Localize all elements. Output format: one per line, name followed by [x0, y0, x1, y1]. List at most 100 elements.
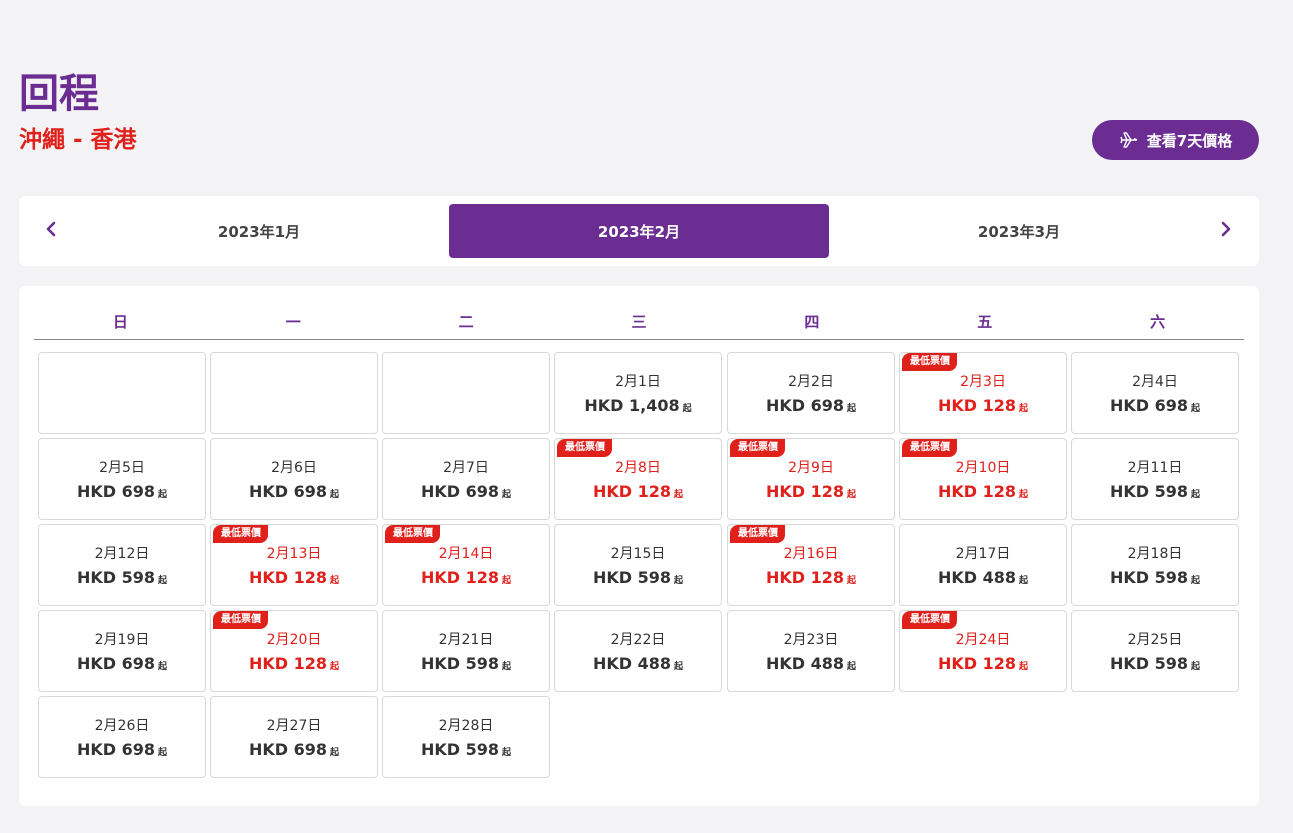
calendar-day-cell[interactable]: 2月27日 HKD 698 起 — [210, 696, 378, 778]
price-from-label: 起 — [847, 576, 857, 586]
calendar-day-cell[interactable]: 最低票價 2月3日 HKD 128 起 — [899, 352, 1067, 434]
day-price: HKD 598 — [420, 654, 500, 673]
calendar-day-cell[interactable]: 2月2日 HKD 698 起 — [727, 352, 895, 434]
calendar-day-cell[interactable]: 最低票價 2月9日 HKD 128 起 — [727, 438, 895, 520]
price-from-label: 起 — [158, 576, 168, 586]
page-title: 回程 — [19, 71, 99, 117]
day-price: HKD 1,408 — [584, 396, 680, 415]
calendar-day-cell[interactable]: 最低票價 2月16日 HKD 128 起 — [727, 524, 895, 606]
day-price-row: HKD 698 起 — [39, 653, 205, 678]
day-date: 2月24日 — [955, 632, 1011, 648]
lowest-fare-badge: 最低票價 — [902, 611, 957, 629]
weekday-tue: 二 — [458, 313, 474, 331]
day-price-row: HKD 128 起 — [728, 567, 894, 592]
day-date: 2月3日 — [960, 374, 1006, 390]
day-price-row: HKD 698 起 — [211, 481, 377, 506]
price-from-label: 起 — [847, 662, 857, 672]
calendar-day-cell[interactable]: 最低票價 2月10日 HKD 128 起 — [899, 438, 1067, 520]
prev-month-button[interactable] — [39, 219, 63, 243]
day-price-row: HKD 698 起 — [728, 395, 894, 420]
calendar-day-cell[interactable]: 2月17日 HKD 488 起 — [899, 524, 1067, 606]
day-date: 2月9日 — [788, 460, 834, 476]
calendar-day-cell[interactable]: 最低票價 2月20日 HKD 128 起 — [210, 610, 378, 692]
day-price: HKD 598 — [592, 568, 672, 587]
day-price-row: HKD 1,408 起 — [555, 395, 721, 420]
calendar-cell-empty — [38, 352, 206, 434]
price-from-label: 起 — [330, 748, 340, 758]
price-from-label: 起 — [502, 748, 512, 758]
calendar-day-cell[interactable]: 2月18日 HKD 598 起 — [1071, 524, 1239, 606]
day-price-row: HKD 488 起 — [728, 653, 894, 678]
calendar-day-cell[interactable]: 2月22日 HKD 488 起 — [554, 610, 722, 692]
calendar-day-cell[interactable]: 2月23日 HKD 488 起 — [727, 610, 895, 692]
day-price: HKD 598 — [1109, 568, 1189, 587]
next-month-button[interactable] — [1214, 219, 1238, 243]
day-price: HKD 128 — [765, 568, 845, 587]
calendar-day-cell[interactable]: 2月4日 HKD 698 起 — [1071, 352, 1239, 434]
day-price-row: HKD 698 起 — [39, 481, 205, 506]
day-price: HKD 128 — [937, 396, 1017, 415]
tab-month-prev[interactable]: 2023年1月 — [217, 222, 301, 241]
calendar-day-cell[interactable]: 2月19日 HKD 698 起 — [38, 610, 206, 692]
day-date: 2月15日 — [610, 546, 666, 562]
calendar-day-cell[interactable]: 2月26日 HKD 698 起 — [38, 696, 206, 778]
calendar-day-cell[interactable]: 2月6日 HKD 698 起 — [210, 438, 378, 520]
calendar-day-cell[interactable]: 2月11日 HKD 598 起 — [1071, 438, 1239, 520]
lowest-fare-badge: 最低票價 — [557, 439, 612, 457]
calendar-day-cell[interactable]: 2月7日 HKD 698 起 — [382, 438, 550, 520]
calendar-day-cell[interactable]: 2月21日 HKD 598 起 — [382, 610, 550, 692]
calendar-day-cell[interactable]: 2月5日 HKD 698 起 — [38, 438, 206, 520]
price-from-label: 起 — [674, 576, 684, 586]
day-price-row: HKD 598 起 — [1072, 653, 1238, 678]
price-from-label: 起 — [158, 490, 168, 500]
day-price-row: HKD 488 起 — [555, 653, 721, 678]
calendar-day-cell[interactable]: 最低票價 2月8日 HKD 128 起 — [554, 438, 722, 520]
calendar-day-cell[interactable]: 2月15日 HKD 598 起 — [554, 524, 722, 606]
day-date: 2月10日 — [955, 460, 1011, 476]
day-date: 2月27日 — [266, 718, 322, 734]
day-price-row: HKD 698 起 — [1072, 395, 1238, 420]
day-date: 2月20日 — [266, 632, 322, 648]
chevron-left-icon — [45, 221, 57, 241]
price-from-label: 起 — [1191, 490, 1201, 500]
day-price-row: HKD 128 起 — [728, 481, 894, 506]
calendar-day-cell[interactable]: 2月12日 HKD 598 起 — [38, 524, 206, 606]
price-from-label: 起 — [847, 490, 857, 500]
calendar-day-cell[interactable]: 2月28日 HKD 598 起 — [382, 696, 550, 778]
day-price: HKD 698 — [76, 482, 156, 501]
month-selector: 2023年1月 2023年2月 2023年3月 — [19, 196, 1259, 266]
calendar-day-cell[interactable]: 最低票價 2月13日 HKD 128 起 — [210, 524, 378, 606]
calendar-day-cell[interactable]: 2月1日 HKD 1,408 起 — [554, 352, 722, 434]
calendar-day-cell[interactable]: 2月25日 HKD 598 起 — [1071, 610, 1239, 692]
calendar-day-cell[interactable]: 最低票價 2月14日 HKD 128 起 — [382, 524, 550, 606]
day-date: 2月22日 — [610, 632, 666, 648]
day-price: HKD 598 — [420, 740, 500, 759]
price-from-label: 起 — [682, 404, 692, 414]
day-price-row: HKD 128 起 — [211, 653, 377, 678]
day-price: HKD 698 — [420, 482, 500, 501]
day-price-row: HKD 598 起 — [39, 567, 205, 592]
weekday-thu: 四 — [804, 313, 820, 331]
day-price: HKD 128 — [420, 568, 500, 587]
weekday-mon: 一 — [285, 313, 301, 331]
tab-month-next[interactable]: 2023年3月 — [977, 222, 1061, 241]
price-calendar: 日 一 二 三 四 五 六 2月1日 HKD 1,408 起 2月2日 HKD 698 起… — [19, 286, 1259, 806]
day-price-row: HKD 698 起 — [39, 739, 205, 764]
day-date: 2月28日 — [438, 718, 494, 734]
day-price: HKD 698 — [248, 740, 328, 759]
price-from-label: 起 — [502, 490, 512, 500]
tab-month-current[interactable]: 2023年2月 — [449, 204, 829, 258]
price-from-label: 起 — [1019, 404, 1029, 414]
view-7-days-button[interactable]: 查看7天價格 — [1092, 120, 1259, 160]
weekday-fri: 五 — [977, 313, 993, 331]
day-price-row: HKD 698 起 — [211, 739, 377, 764]
day-price-row: HKD 128 起 — [555, 481, 721, 506]
day-price-row: HKD 598 起 — [383, 653, 549, 678]
day-date: 2月18日 — [1127, 546, 1183, 562]
calendar-day-cell[interactable]: 最低票價 2月24日 HKD 128 起 — [899, 610, 1067, 692]
day-date: 2月12日 — [94, 546, 150, 562]
day-date: 2月13日 — [266, 546, 322, 562]
day-price: HKD 488 — [592, 654, 672, 673]
day-price: HKD 128 — [765, 482, 845, 501]
lowest-fare-badge: 最低票價 — [730, 525, 785, 543]
